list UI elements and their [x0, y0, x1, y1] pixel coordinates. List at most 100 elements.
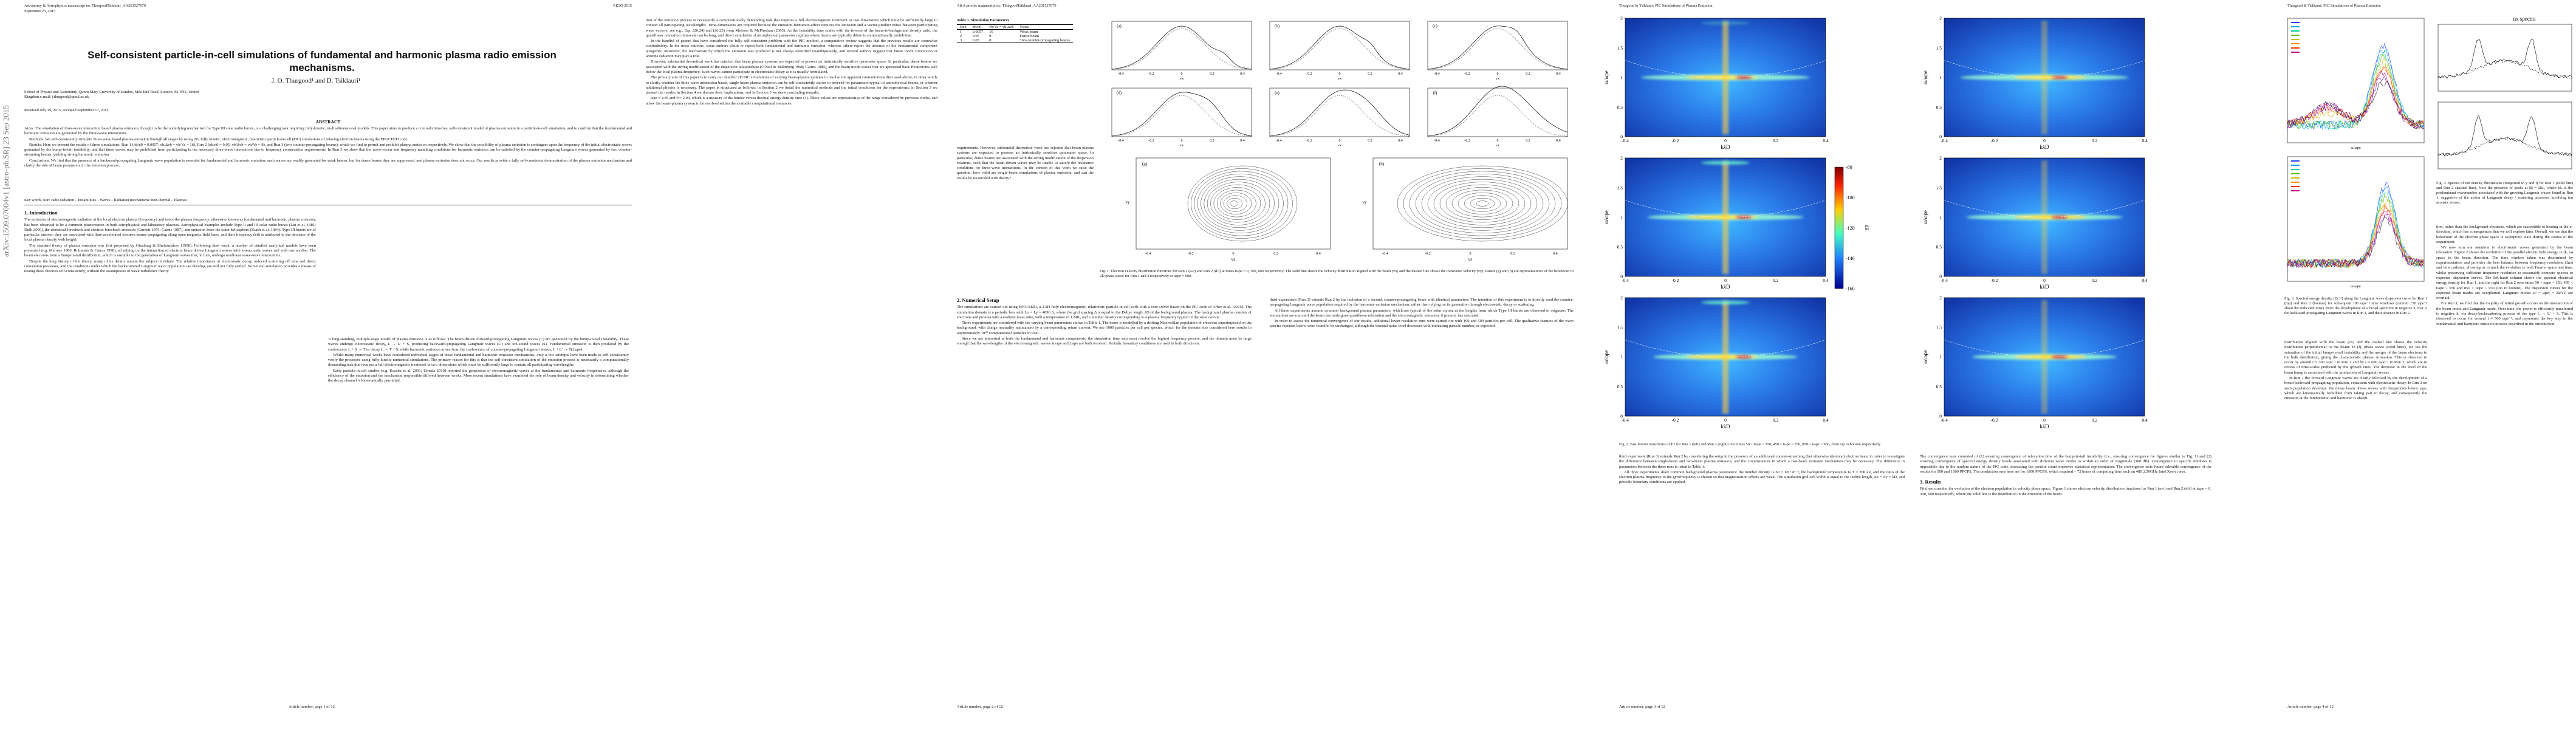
spectrum-line: [2287, 66, 2425, 128]
legend-swatch: [2291, 173, 2300, 174]
y-tick-label: 0.5: [1617, 104, 1623, 110]
date: September 23, 2015: [24, 9, 56, 13]
table-cell: Weak beam: [1019, 30, 1038, 35]
y-tick-label: 0: [1620, 134, 1623, 140]
langmuir-peak: [1735, 215, 1752, 219]
table-row: 1 0.0057 16 Weak beam: [957, 30, 1073, 35]
dispersion-curve: [1944, 200, 2145, 217]
contour: [1409, 171, 1556, 236]
x-tick-label: -0.2: [1306, 72, 1312, 76]
x-tick-label: 0.2: [1526, 72, 1530, 76]
vx-curve: [1269, 89, 1410, 137]
x-axis-label: kλD: [1721, 144, 1730, 150]
colorbar-tick-label: -120: [1846, 225, 1855, 231]
legend-swatch: [2291, 160, 2300, 162]
panel-label: (e): [1275, 91, 1279, 95]
x-tick-label: -0.2: [1991, 417, 1998, 423]
x-tick-label: -0.2: [1464, 72, 1470, 76]
em-column: [1722, 160, 1728, 274]
plot-frame: [1269, 87, 1410, 137]
x-tick-label: 0: [1497, 72, 1499, 76]
dispersion-curve: [1625, 200, 1826, 217]
y-tick-label: 0: [1620, 414, 1623, 419]
column: tion, rather than the background electro…: [2436, 225, 2573, 699]
langmuir-peak: [2051, 215, 2068, 219]
vx-curve: [1111, 26, 1252, 70]
y-tick-label: 1: [1939, 354, 1942, 360]
figure-caption: Fig. 2. Fast fourier transforms of Ex fo…: [1619, 442, 1882, 447]
density-spectrum: [2437, 59, 2572, 79]
plot-frame: [1136, 157, 1331, 250]
column: distribution aligned with the beam (vx) …: [2284, 340, 2427, 699]
page-footer: Article number, page 3 of 12: [1619, 705, 1665, 709]
x-tick-label: 0.2: [1773, 278, 1779, 283]
y-tick-label: 2: [1620, 295, 1623, 301]
x-axis-label: vx: [1180, 143, 1184, 148]
x-tick-label: -0.2: [1188, 252, 1194, 256]
contour: [1476, 200, 1489, 207]
y-tick-label: 1.5: [1936, 185, 1942, 190]
y-tick-label: 1: [1620, 354, 1623, 360]
paragraph: third experiment (Run 3) extends Run 2 b…: [1270, 298, 1574, 307]
x-tick-label: -0.4: [1941, 138, 1948, 143]
running-header: Thurgood & Tsiklauri: PIC Simulations of…: [2287, 4, 2381, 8]
x-tick-label: 0.4: [1240, 72, 1245, 76]
paragraph: Since we are interested in both the fund…: [957, 337, 1252, 346]
keywords: Key words. Sun: radio radiation – Instab…: [24, 198, 187, 202]
paragraph: Conclusions. We find that the presence o…: [24, 158, 632, 168]
x-tick-label: 0: [1233, 252, 1235, 256]
langmuir-core: [2014, 75, 2087, 80]
contour: [1220, 193, 1252, 214]
column: third experiment (Run 3) extends Run 2 b…: [1619, 454, 1905, 697]
contour: [1403, 168, 1562, 239]
spectrum-line: [2287, 213, 2425, 268]
x-tick-label: 0: [1339, 72, 1341, 76]
contour: [1210, 184, 1266, 223]
em-column: [2041, 160, 2047, 274]
legend-swatch: [2291, 190, 2300, 191]
figure-2: -0.4 -0.2 0 0.2 0.4 0 0.5 1 1.5 2 kλD ω/ωpe -0.4 -0.2…: [1603, 16, 2148, 430]
x-tick-label: -0.4: [1622, 138, 1629, 143]
legend-swatch: [2291, 182, 2300, 183]
figure-caption: Fig. 1. Electron velocity distribution f…: [1100, 269, 1574, 279]
y-axis-label: ω/ωpe: [1603, 210, 1609, 224]
running-header: A&A proofs: manuscript no. ThorgoodTsikl…: [957, 4, 1057, 8]
running-header: Thurgood & Tsiklauri: PIC Simulations of…: [1619, 4, 1713, 8]
x-tick-label: 0.4: [1398, 139, 1403, 143]
x-tick-label: 0.4: [1240, 139, 1245, 143]
figure-3: ω/ωpe ω/ωpe: [2287, 18, 2425, 289]
contour: [1204, 179, 1275, 228]
x-axis-label: kλD: [2040, 284, 2049, 290]
contour: [1187, 165, 1298, 242]
legend-swatch: [2291, 165, 2300, 166]
contour: [1458, 193, 1507, 214]
x-tick-label: -0.4: [1941, 417, 1948, 423]
colorbar: [1834, 166, 1844, 289]
y-tick-label: 1: [1939, 75, 1942, 80]
y-tick-label: 0.5: [1936, 384, 1942, 389]
column: A long-standing, multiple-stage model of…: [328, 337, 629, 696]
paragraph: A long-standing, multiple-stage model of…: [328, 337, 629, 352]
x-tick-label: 0.4: [2142, 278, 2148, 283]
x-tick-label: -0.2: [1148, 139, 1154, 143]
y-tick-label: 1: [1620, 214, 1623, 220]
plot-frame: [1427, 87, 1568, 137]
column: requirements. However, substantial theor…: [957, 146, 1094, 292]
paragraph: The primary aim of this paper is to carr…: [646, 75, 937, 95]
page-footer: Article number, page 2 of 12: [957, 705, 1003, 709]
x-axis-label: kλD: [1721, 423, 1730, 430]
spectrum-line: [2287, 216, 2425, 268]
contour: [1427, 179, 1538, 228]
y-axis-label: ω/ωpe: [1922, 70, 1928, 84]
y-tick-label: 0: [1939, 274, 1942, 279]
density-spectrum: [2437, 137, 2572, 157]
x-tick-label: 0: [1470, 252, 1471, 256]
plot-frame: [1944, 18, 2145, 137]
x-tick-label: 0.2: [1368, 139, 1372, 143]
paragraph: We now turn our attention to electrostat…: [2436, 245, 2573, 301]
spectrum-line: [2287, 200, 2425, 269]
journal-header: Astronomy & Astrophysics manuscript no. …: [24, 4, 146, 8]
y-axis-label: vy: [1363, 200, 1368, 205]
langmuir-core: [2014, 215, 2087, 219]
